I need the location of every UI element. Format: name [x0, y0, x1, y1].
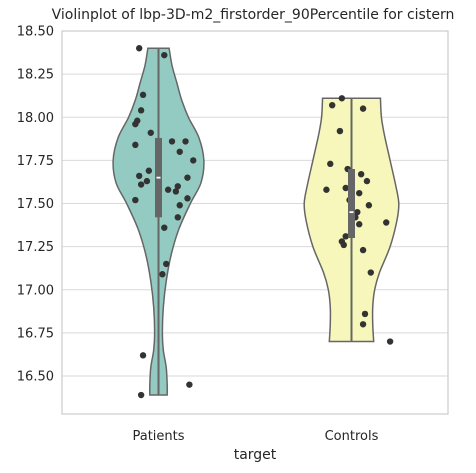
data-point — [386, 338, 394, 345]
data-point — [132, 196, 139, 204]
y-tick-label: 17.25 — [17, 240, 54, 255]
data-point — [323, 186, 330, 193]
data-point — [361, 310, 369, 318]
data-point — [184, 195, 191, 202]
y-tick-label: 17.75 — [17, 154, 54, 169]
x-tick-label: Controls — [325, 429, 379, 444]
data-point — [137, 391, 145, 399]
data-point — [363, 177, 371, 185]
chart-title: Violinplot of lbp-3D-m2_firstorder_90Per… — [52, 7, 455, 23]
data-point — [359, 105, 367, 112]
data-point — [143, 177, 151, 185]
data-point — [357, 170, 365, 178]
y-tick-label: 18.00 — [17, 111, 54, 126]
box-layer — [155, 48, 355, 396]
data-point — [163, 260, 170, 268]
data-point — [354, 208, 361, 216]
y-tick-label: 16.50 — [17, 370, 54, 385]
data-point — [137, 181, 145, 188]
data-point — [359, 321, 367, 328]
y-tick-label: 17.00 — [17, 283, 54, 298]
data-point — [139, 91, 147, 99]
y-tick-label: 16.75 — [17, 326, 54, 341]
data-point — [168, 138, 176, 145]
data-point — [132, 120, 139, 128]
x-tick-label: Patients — [132, 429, 184, 444]
data-point — [136, 172, 143, 180]
data-point — [147, 129, 154, 136]
data-point — [161, 51, 168, 59]
data-point — [359, 246, 367, 254]
x-axis-title: target — [234, 447, 277, 463]
data-point — [329, 101, 336, 109]
data-point — [176, 148, 183, 155]
data-point — [336, 127, 344, 135]
data-point — [132, 141, 139, 149]
y-tick-label: 17.50 — [17, 197, 54, 212]
data-point — [145, 167, 153, 174]
data-point — [159, 271, 166, 278]
data-point — [338, 95, 346, 102]
data-point — [342, 184, 349, 192]
data-point — [356, 221, 363, 228]
data-point — [161, 224, 168, 231]
data-point — [137, 107, 145, 114]
data-point — [174, 183, 181, 190]
data-point — [383, 219, 390, 226]
data-point — [172, 188, 180, 195]
violin-layer — [112, 47, 400, 396]
data-point — [174, 214, 181, 221]
data-point — [186, 381, 193, 388]
data-point — [327, 160, 334, 168]
plot-frame — [61, 30, 449, 415]
data-point — [184, 174, 191, 181]
data-point — [190, 157, 197, 164]
y-tick-label: 18.25 — [17, 68, 54, 83]
data-point — [365, 202, 373, 209]
x-tick-labels: Patients Controls — [132, 429, 378, 444]
data-point — [176, 202, 183, 209]
data-point — [367, 269, 374, 276]
data-point — [356, 189, 363, 197]
data-point — [164, 186, 172, 193]
data-point — [136, 45, 143, 52]
data-point — [340, 241, 347, 249]
data-point — [182, 138, 189, 145]
data-point — [342, 233, 349, 240]
y-tick-labels: 16.50 16.75 17.00 17.25 17.50 17.75 18.00 18.25… — [17, 25, 54, 385]
y-tick-label: 18.50 — [17, 25, 54, 40]
iqr-box — [348, 169, 355, 239]
data-point — [139, 352, 147, 359]
